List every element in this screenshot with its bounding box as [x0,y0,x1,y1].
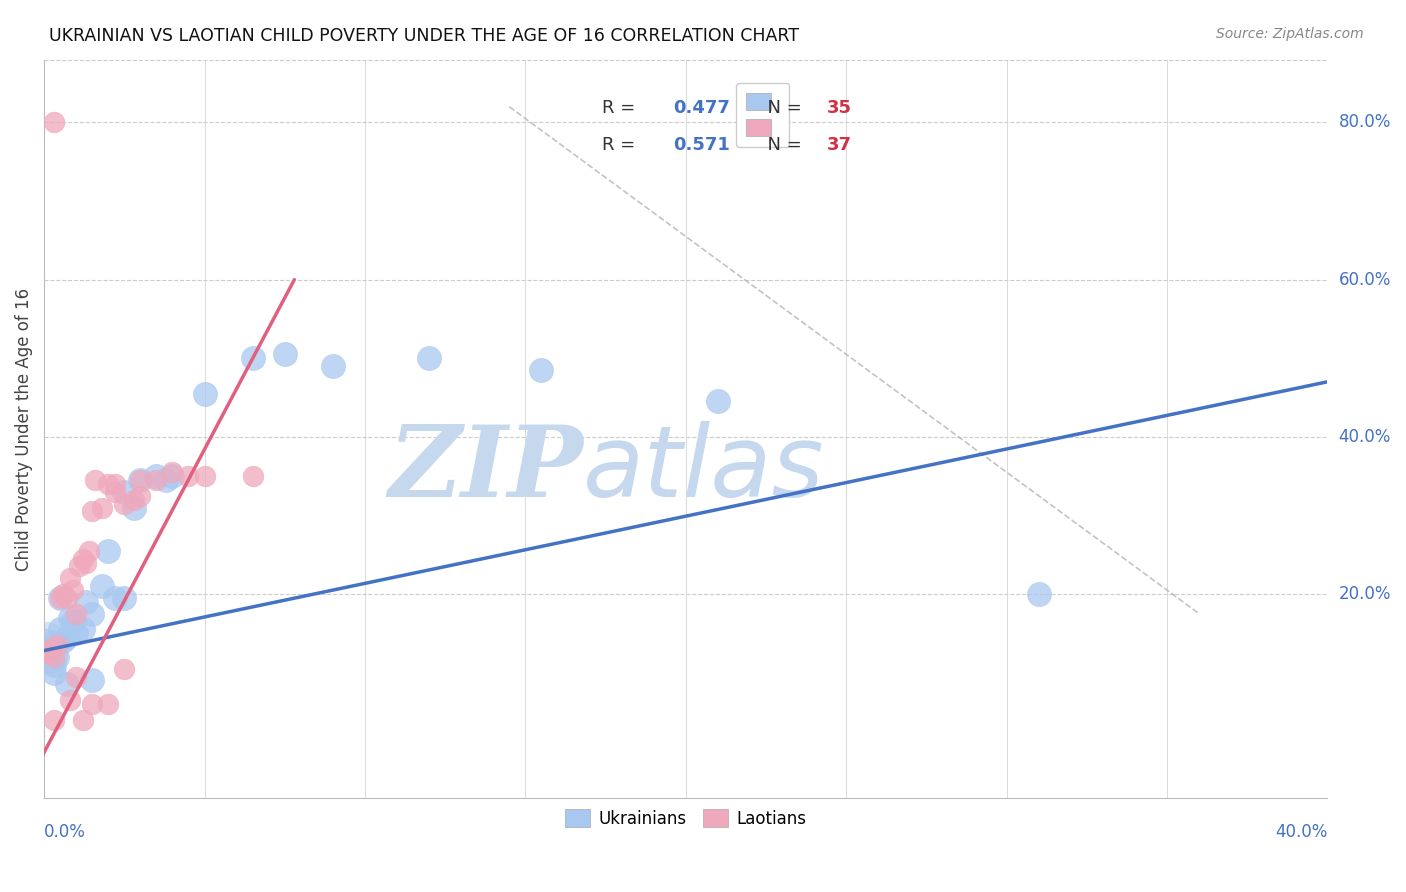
Point [59,610,82,624]
Text: 0.477: 0.477 [673,99,730,117]
Point [97,697,120,711]
Point [59,693,82,707]
Point [59,571,82,585]
Point [112,497,135,511]
Point [177,469,200,483]
Text: 37: 37 [827,136,852,153]
Point [82,504,104,518]
Point [145,473,167,487]
Legend: Ukrainians, Laotians: Ukrainians, Laotians [558,803,813,834]
Point [65,669,87,683]
Point [82,697,104,711]
Point [418,351,440,366]
Point [39,642,62,657]
Point [42,713,65,727]
Point [55,630,77,644]
Point [112,484,135,499]
Point [162,469,184,483]
Text: 40.0%: 40.0% [1275,823,1327,841]
Point [55,677,77,691]
Text: 60.0%: 60.0% [1339,270,1391,289]
Point [90,500,112,515]
Point [49,623,72,637]
Point [104,477,127,491]
Point [104,484,127,499]
Point [46,638,69,652]
Point [72,623,94,637]
Point [77,543,100,558]
Text: 40.0%: 40.0% [1339,428,1391,446]
Text: 20.0%: 20.0% [1339,585,1391,603]
Text: 35: 35 [827,99,852,117]
Text: Source: ZipAtlas.com: Source: ZipAtlas.com [1216,27,1364,41]
Point [42,657,65,672]
Text: UKRAINIAN VS LAOTIAN CHILD POVERTY UNDER THE AGE OF 16 CORRELATION CHART: UKRAINIAN VS LAOTIAN CHILD POVERTY UNDER… [49,27,799,45]
Point [97,477,120,491]
Point [82,673,104,688]
Point [97,543,120,558]
Point [39,642,62,657]
Point [242,469,264,483]
Y-axis label: Child Poverty Under the Age of 16: Child Poverty Under the Age of 16 [15,287,32,571]
Text: 0.0%: 0.0% [44,823,86,841]
Text: N =: N = [756,136,808,153]
Point [193,469,215,483]
Point [322,359,344,373]
Point [129,489,152,503]
Point [145,469,167,483]
Text: ZIP: ZIP [388,421,583,518]
Point [122,492,145,507]
Point [42,115,65,129]
Point [37,634,59,648]
Point [112,591,135,605]
Point [72,713,94,727]
Point [162,465,184,479]
Point [49,591,72,605]
Point [52,634,75,648]
Point [65,626,87,640]
Text: R =: R = [602,99,641,117]
Point [55,591,77,605]
Point [37,646,59,660]
Point [193,386,215,401]
Point [90,579,112,593]
Point [84,473,107,487]
Point [62,615,84,629]
Point [49,591,72,605]
Point [112,662,135,676]
Point [37,634,59,648]
Point [82,607,104,621]
Point [104,591,127,605]
Point [155,473,177,487]
Point [274,347,297,361]
Text: 80.0%: 80.0% [1339,113,1391,131]
Point [62,583,84,598]
Point [65,607,87,621]
Text: R =: R = [602,136,641,153]
Point [242,351,264,366]
Point [52,587,75,601]
Point [530,363,553,377]
Point [72,551,94,566]
Text: 0.571: 0.571 [673,136,730,153]
Point [46,649,69,664]
Point [42,665,65,680]
Point [37,646,59,660]
Point [129,473,152,487]
Point [129,473,152,487]
Point [42,649,65,664]
Point [1028,587,1050,601]
Text: N =: N = [756,99,808,117]
Point [122,500,145,515]
Point [75,595,97,609]
Point [707,394,730,409]
Point [75,556,97,570]
Text: atlas: atlas [583,421,825,518]
Point [67,559,90,574]
